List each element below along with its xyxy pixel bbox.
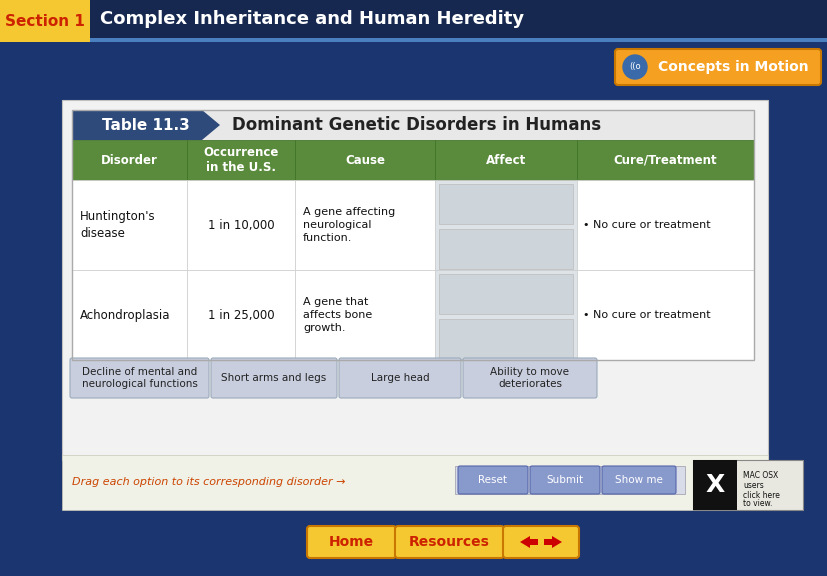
FancyBboxPatch shape — [187, 270, 294, 360]
Text: to view.: to view. — [742, 498, 772, 507]
Text: users: users — [742, 480, 762, 490]
Text: 1 in 25,000: 1 in 25,000 — [208, 309, 274, 321]
Polygon shape — [519, 536, 529, 548]
Text: Cause: Cause — [345, 153, 385, 166]
FancyBboxPatch shape — [338, 358, 461, 398]
Text: X: X — [705, 473, 724, 497]
Text: Drag each option to its corresponding disorder →: Drag each option to its corresponding di… — [72, 477, 345, 487]
Text: Decline of mental and
neurological functions: Decline of mental and neurological funct… — [82, 367, 197, 389]
FancyBboxPatch shape — [601, 466, 675, 494]
Text: A gene that
affects bone
growth.: A gene that affects bone growth. — [303, 297, 372, 333]
Circle shape — [622, 55, 646, 79]
Polygon shape — [552, 536, 562, 548]
Text: Disorder: Disorder — [101, 153, 158, 166]
Text: Dominant Genetic Disorders in Humans: Dominant Genetic Disorders in Humans — [232, 116, 600, 134]
FancyBboxPatch shape — [0, 520, 827, 576]
Text: Reset: Reset — [478, 475, 507, 485]
Text: ((o: ((o — [629, 63, 640, 71]
Text: 1 in 10,000: 1 in 10,000 — [208, 218, 274, 232]
FancyBboxPatch shape — [576, 140, 753, 180]
Text: A gene affecting
neurological
function.: A gene affecting neurological function. — [303, 207, 394, 243]
FancyBboxPatch shape — [211, 358, 337, 398]
FancyBboxPatch shape — [438, 184, 572, 224]
FancyBboxPatch shape — [294, 140, 434, 180]
Text: Show me: Show me — [614, 475, 662, 485]
FancyBboxPatch shape — [0, 0, 827, 38]
Text: MAC OSX: MAC OSX — [742, 471, 777, 479]
FancyBboxPatch shape — [0, 38, 827, 42]
FancyBboxPatch shape — [543, 539, 552, 545]
FancyBboxPatch shape — [294, 180, 434, 270]
Text: Huntington's
disease: Huntington's disease — [80, 210, 155, 240]
FancyBboxPatch shape — [457, 466, 528, 494]
FancyBboxPatch shape — [72, 140, 187, 180]
FancyBboxPatch shape — [0, 0, 90, 42]
Text: Home: Home — [328, 535, 373, 549]
FancyBboxPatch shape — [614, 49, 820, 85]
FancyBboxPatch shape — [576, 270, 753, 360]
FancyBboxPatch shape — [72, 110, 753, 140]
FancyBboxPatch shape — [529, 466, 600, 494]
Polygon shape — [72, 110, 220, 140]
FancyBboxPatch shape — [307, 526, 395, 558]
FancyBboxPatch shape — [438, 229, 572, 269]
FancyBboxPatch shape — [434, 180, 576, 270]
Text: Concepts in Motion: Concepts in Motion — [657, 60, 807, 74]
FancyBboxPatch shape — [294, 270, 434, 360]
FancyBboxPatch shape — [434, 270, 576, 360]
Text: • No cure or treatment: • No cure or treatment — [582, 220, 710, 230]
Text: Occurrence
in the U.S.: Occurrence in the U.S. — [203, 146, 279, 174]
FancyBboxPatch shape — [187, 140, 294, 180]
Text: Achondroplasia: Achondroplasia — [80, 309, 170, 321]
Text: Cure/Treatment: Cure/Treatment — [613, 153, 716, 166]
FancyBboxPatch shape — [62, 100, 767, 460]
FancyBboxPatch shape — [462, 358, 596, 398]
FancyBboxPatch shape — [529, 539, 538, 545]
FancyBboxPatch shape — [576, 180, 753, 270]
Text: Table 11.3: Table 11.3 — [102, 118, 189, 132]
FancyBboxPatch shape — [692, 460, 736, 510]
FancyBboxPatch shape — [438, 274, 572, 314]
FancyBboxPatch shape — [70, 358, 208, 398]
FancyBboxPatch shape — [434, 140, 576, 180]
Text: Short arms and legs: Short arms and legs — [221, 373, 326, 383]
FancyBboxPatch shape — [187, 180, 294, 270]
Text: Large head: Large head — [370, 373, 428, 383]
Text: Resources: Resources — [408, 535, 489, 549]
Text: Complex Inheritance and Human Heredity: Complex Inheritance and Human Heredity — [100, 10, 523, 28]
Text: Ability to move
deteriorates: Ability to move deteriorates — [490, 367, 569, 389]
FancyBboxPatch shape — [438, 319, 572, 359]
Text: • No cure or treatment: • No cure or treatment — [582, 310, 710, 320]
FancyBboxPatch shape — [455, 466, 684, 494]
Text: Submit: Submit — [546, 475, 583, 485]
FancyBboxPatch shape — [502, 526, 578, 558]
FancyBboxPatch shape — [62, 455, 767, 510]
FancyBboxPatch shape — [394, 526, 504, 558]
Text: Section 1: Section 1 — [5, 13, 85, 28]
FancyBboxPatch shape — [72, 180, 187, 270]
Text: click here: click here — [742, 491, 779, 499]
FancyBboxPatch shape — [692, 460, 802, 510]
FancyBboxPatch shape — [72, 270, 187, 360]
Text: Affect: Affect — [485, 153, 525, 166]
